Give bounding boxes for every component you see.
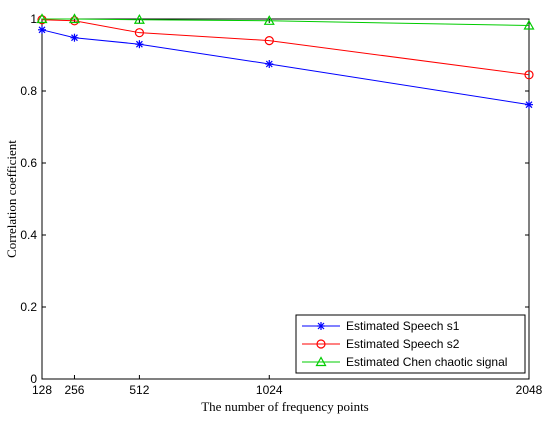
series-3 xyxy=(36,13,535,30)
data-point-triangle xyxy=(315,356,327,367)
legend-label: Estimated Speech s2 xyxy=(346,337,460,351)
y-tick-label: 1 xyxy=(30,12,37,26)
x-tick-label: 128 xyxy=(32,383,52,397)
x-axis: 128 256 512 1024 2048 xyxy=(32,19,543,397)
data-point-triangle xyxy=(36,13,48,24)
data-point-circle xyxy=(264,35,274,46)
legend-entry: Estimated Speech s2 xyxy=(302,337,460,351)
y-axis-label: Correlation coefficient xyxy=(4,140,19,258)
series-layer xyxy=(36,13,535,109)
x-tick-label: 1024 xyxy=(256,383,283,397)
series-line xyxy=(42,18,530,26)
y-tick-label: 0.4 xyxy=(20,228,37,242)
x-tick-label: 2048 xyxy=(516,383,543,397)
x-axis-label: The number of frequency points xyxy=(201,399,369,414)
legend-entry: Estimated Speech s1 xyxy=(302,319,460,333)
legend-label: Estimated Chen chaotic signal xyxy=(346,355,507,369)
legend-label: Estimated Speech s1 xyxy=(346,319,460,333)
x-tick-label: 512 xyxy=(129,383,149,397)
data-point-asterisk xyxy=(135,40,144,49)
y-tick-label: 0.8 xyxy=(20,84,37,98)
legend-entry: Estimated Chen chaotic signal xyxy=(302,355,507,369)
series-1 xyxy=(38,25,533,109)
data-point-triangle xyxy=(68,13,80,24)
data-point-circle xyxy=(316,339,326,349)
data-point-triangle xyxy=(523,19,535,30)
data-point-asterisk xyxy=(525,100,533,109)
series-line xyxy=(41,19,530,76)
y-tick-label: 0.2 xyxy=(20,300,37,314)
legend: Estimated Speech s1 Estimated Speech s2 Es… xyxy=(295,314,526,374)
x-tick-label: 256 xyxy=(64,383,84,397)
data-point-asterisk xyxy=(70,33,79,42)
y-tick-label: 0.6 xyxy=(20,156,37,170)
data-point-circle xyxy=(134,28,144,38)
y-tick-label: 0 xyxy=(30,372,37,386)
data-point-asterisk xyxy=(317,322,325,330)
y-axis: 0 0.2 0.4 0.6 0.8 1 xyxy=(20,12,529,386)
data-point-triangle xyxy=(133,13,145,24)
data-point-asterisk xyxy=(265,60,274,68)
data-point-circle xyxy=(524,70,534,80)
data-point-asterisk xyxy=(38,25,46,34)
data-point-triangle xyxy=(263,15,275,25)
